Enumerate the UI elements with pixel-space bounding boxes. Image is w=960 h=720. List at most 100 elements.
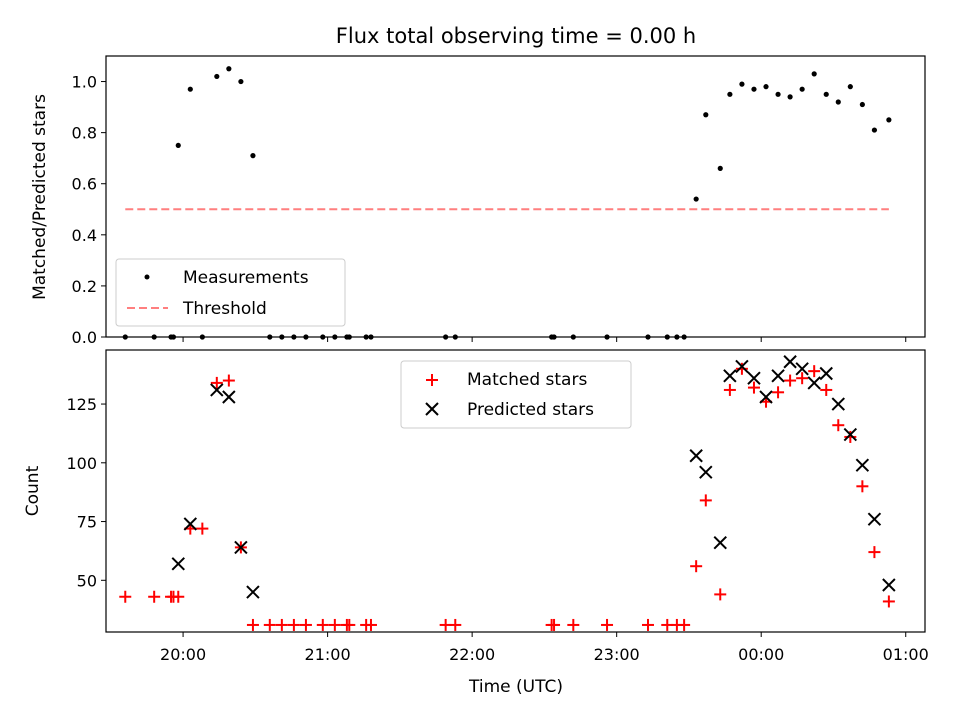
predicted-star-point: [222, 390, 236, 404]
matched-star-point: [364, 618, 377, 631]
measurement-point: [175, 142, 181, 149]
matched-star-point: [343, 618, 356, 631]
measurement-point: [693, 196, 699, 202]
matched-star-point: [832, 419, 845, 432]
predicted-star-point: [795, 362, 809, 376]
matched-star-point: [796, 372, 809, 385]
measurement-point: [835, 99, 841, 105]
measurement-point: [703, 112, 709, 118]
matched-star-point: [735, 362, 748, 375]
matched-star-point: [567, 618, 580, 631]
matched-star-point: [196, 522, 209, 535]
bottom-y-axis-label: Count: [23, 465, 43, 516]
matched-star-point: [772, 386, 785, 399]
measurement-point: [739, 81, 745, 87]
predicted-star-point: [771, 369, 785, 383]
x-tick-label: 01:00: [883, 645, 929, 664]
legend-predicted-label: Predicted stars: [467, 400, 594, 420]
measurement-point: [847, 84, 853, 90]
matched-star-point: [678, 618, 691, 631]
legend-matched-marker: [426, 374, 438, 386]
matched-star-point: [844, 430, 857, 443]
top-legend: Measurements Threshold: [115, 258, 346, 327]
top-y-tick-label: 0.4: [72, 226, 97, 245]
predicted-star-point: [747, 371, 761, 385]
predicted-star-point: [867, 512, 882, 526]
bottom-legend: Matched stars Predicted stars: [400, 360, 632, 429]
top-y-axis: 0.0 0.2 0.4 0.6 0.8 1.0: [72, 73, 907, 347]
predicted-star-point: [882, 578, 896, 592]
measurement-point: [226, 66, 232, 72]
predicted-star-point: [735, 359, 749, 374]
measurement-point: [859, 101, 865, 108]
predicted-star-point: [234, 540, 248, 555]
x-tick-label: 21:00: [305, 645, 351, 664]
top-axes-frame: [105, 55, 926, 338]
matched-star-point: [275, 618, 288, 631]
matched-star-point: [119, 590, 132, 603]
matched-star-point: [601, 618, 614, 631]
matched-star-point: [882, 595, 895, 608]
top-y-tick-label: 1.0: [72, 73, 97, 92]
predicted-star-point: [689, 449, 703, 463]
matched-star-point: [808, 365, 821, 378]
measurement-point: [763, 84, 769, 90]
matched-star-point: [148, 590, 161, 603]
bottom-axes-ticks: 50 75 100 125 20:00 21:00 22:00 23:00 00:00 01:00: [66, 395, 928, 664]
predicted-star-point: [759, 390, 773, 404]
bottom-legend-box: [400, 360, 632, 429]
legend-threshold-label: Threshold: [182, 299, 267, 319]
matched-star-point: [299, 618, 312, 631]
bottom-y-tick-label: 50: [77, 571, 97, 590]
predicted-star-point: [831, 397, 845, 411]
matched-star-point: [690, 560, 703, 573]
legend-measurements-marker: [144, 274, 150, 280]
measurement-point: [727, 91, 733, 97]
measurement-point: [886, 117, 892, 123]
predicted-star-point: [210, 383, 224, 397]
legend-matched-label: Matched stars: [467, 370, 587, 390]
matched-star-point: [287, 618, 300, 631]
matched-star-point: [747, 381, 760, 394]
measurement-point: [717, 165, 723, 171]
matched-star-point: [246, 618, 259, 631]
matched-star-point: [222, 374, 235, 387]
measurement-point: [811, 71, 817, 77]
predicted-star-point: [246, 585, 260, 599]
bottom-y-tick-label: 100: [66, 454, 97, 473]
predicted-star-point: [783, 355, 797, 369]
top-y-tick-label: 0.6: [72, 175, 97, 194]
chart-title: Flux total observing time = 0.00 h: [336, 24, 696, 48]
matched-star-point: [723, 383, 736, 396]
x-tick-label: 20:00: [160, 645, 206, 664]
matched-star-point: [316, 618, 329, 631]
predicted-star-point: [171, 557, 185, 571]
matched-star-point: [172, 590, 185, 603]
bottom-y-tick-label: 125: [66, 395, 97, 414]
x-tick-label: 22:00: [449, 645, 495, 664]
x-tick-label: 23:00: [594, 645, 640, 664]
matched-star-point: [868, 546, 881, 559]
matched-star-point: [820, 383, 833, 396]
top-y-tick-label: 0.2: [72, 277, 97, 296]
matched-star-point: [449, 618, 462, 631]
bottom-y-tick-label: 75: [77, 513, 97, 532]
top-y-tick-label: 0.8: [72, 124, 97, 143]
measurement-point: [751, 86, 757, 92]
matched-star-point: [548, 618, 561, 631]
x-axis-label: Time (UTC): [468, 677, 563, 697]
matched-star-point: [784, 374, 797, 387]
measurement-point: [214, 73, 220, 80]
measurement-point: [250, 153, 256, 159]
top-legend-box: [115, 258, 346, 327]
legend-predicted-marker: [425, 402, 439, 416]
measurement-point: [799, 86, 805, 92]
predicted-star-point: [819, 366, 833, 381]
predicted-star-point: [713, 535, 727, 550]
top-y-axis-label: Matched/Predicted stars: [30, 94, 50, 300]
measurement-point: [238, 78, 244, 85]
matched-star-point: [714, 588, 727, 601]
predicted-star-point: [699, 465, 713, 479]
matched-star-point: [699, 494, 712, 507]
legend-measurements-label: Measurements: [183, 268, 309, 288]
